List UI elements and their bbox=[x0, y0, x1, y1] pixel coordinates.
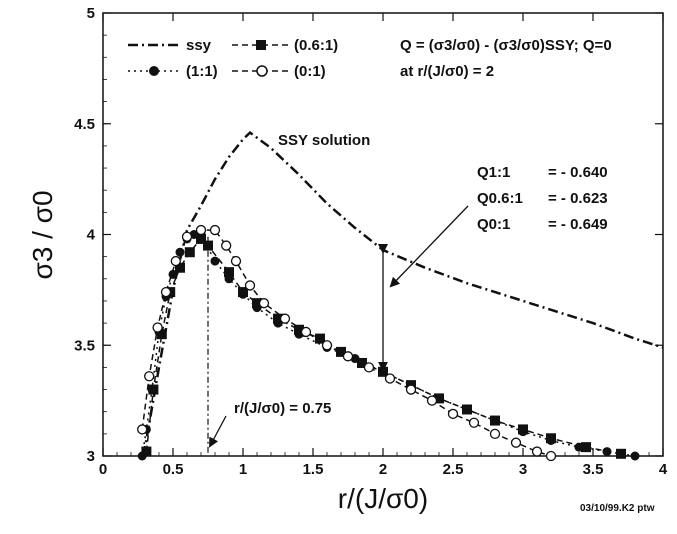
data-point-0-1 bbox=[160, 286, 172, 298]
data-point-0-1 bbox=[181, 231, 193, 242]
data-point-0-1 bbox=[244, 280, 256, 291]
data-point-0-1 bbox=[545, 450, 557, 462]
q-pointer-arrow bbox=[389, 205, 469, 288]
q-value-0.6-1: = - 0.623 bbox=[548, 190, 608, 207]
q-value-label-1-1: Q1:1 bbox=[477, 164, 510, 181]
data-point-0-6-1 bbox=[518, 424, 528, 435]
data-point-0-6-1 bbox=[196, 233, 206, 244]
data-point-0-1 bbox=[221, 240, 232, 251]
credit-label: 03/10/99.K2 ptw bbox=[580, 503, 655, 514]
q-value-1-1: = - 0.640 bbox=[548, 164, 608, 181]
series-line-ssy bbox=[142, 130, 664, 457]
q-value-label-0.6-1: Q0.6:1 bbox=[477, 190, 523, 207]
data-point-0-6-1 bbox=[616, 448, 626, 459]
data-point-0-6-1 bbox=[175, 262, 185, 273]
q-value-0-1: = - 0.649 bbox=[548, 216, 608, 233]
q-definition: Q = (σ3/σ0) - (σ3/σ0)SSY; Q=0 bbox=[400, 37, 612, 54]
data-point-0-6-1 bbox=[148, 384, 159, 395]
y-tick-label: 3.5 bbox=[74, 337, 95, 354]
data-point-0-1 bbox=[152, 322, 163, 333]
data-point-0-6-1 bbox=[490, 415, 500, 426]
data-point-0-1 bbox=[342, 351, 354, 362]
data-point-0-6-1 bbox=[434, 393, 444, 404]
q-values: Q1:1 = - 0.640 Q0.6:1 = - 0.623 Q0:1 = -… bbox=[477, 164, 608, 233]
x-axis-title: r/(J/σ0) bbox=[338, 483, 428, 514]
data-point-0-1 bbox=[384, 373, 396, 384]
x-tick-label: 3.5 bbox=[583, 461, 604, 478]
data-point-0-6-1 bbox=[315, 333, 325, 344]
legend: ssy (0.6:1) (1:1) (0:1) bbox=[128, 37, 338, 80]
data-point-0-1 bbox=[137, 424, 148, 435]
x-tick-label: 2 bbox=[379, 461, 387, 478]
data-point-0-1 bbox=[489, 428, 501, 440]
data-point-0-1 bbox=[426, 395, 438, 406]
x-tick-label: 0.5 bbox=[163, 461, 184, 478]
y-axis-title: σ3 / σ0 bbox=[27, 190, 58, 279]
q-location: at r/(J/σ0) = 2 bbox=[400, 63, 494, 80]
data-point-1-1 bbox=[630, 451, 640, 461]
legend-marker-1-1 bbox=[149, 66, 159, 76]
series-line-0-1 bbox=[141, 229, 552, 457]
legend-label-ssy: ssy bbox=[186, 37, 212, 54]
y-tick-label: 3 bbox=[87, 448, 95, 465]
data-point-0-1 bbox=[279, 313, 291, 324]
data-point-0-6-1 bbox=[462, 404, 472, 415]
data-point-0-6-1 bbox=[336, 346, 346, 357]
ssy-solution-label: SSY solution bbox=[278, 132, 370, 149]
series-line-1-1 bbox=[141, 233, 636, 457]
arrow-layer bbox=[207, 131, 469, 456]
y-tick-label: 4 bbox=[87, 227, 96, 244]
data-point-0-1 bbox=[209, 224, 221, 236]
data-point-0-6-1 bbox=[224, 267, 234, 278]
data-point-0-6-1 bbox=[581, 442, 591, 453]
data-point-0-1 bbox=[170, 255, 181, 267]
x-tick-label: 2.5 bbox=[443, 461, 464, 478]
data-point-0-1 bbox=[144, 371, 155, 382]
legend-marker-0-1 bbox=[256, 65, 268, 77]
data-point-0-6-1 bbox=[252, 298, 262, 309]
data-point-0-1 bbox=[363, 362, 375, 373]
data-point-1-1 bbox=[210, 256, 220, 266]
data-point-0-1 bbox=[195, 224, 207, 236]
x-tick-label: 0 bbox=[99, 461, 107, 478]
legend-label-0.6-1: (0.6:1) bbox=[294, 37, 338, 54]
y-tick-label: 5 bbox=[87, 5, 95, 22]
r-marker-label: r/(J/σ0) = 0.75 bbox=[234, 400, 331, 417]
data-point-0-6-1 bbox=[203, 240, 213, 251]
q-value-label-0-1: Q0:1 bbox=[477, 216, 510, 233]
data-point-0-6-1 bbox=[273, 313, 283, 324]
data-point-0-6-1 bbox=[294, 324, 304, 335]
axes-layer: 0 0.5 1 1.5 2 2.5 3 3.5 4 3 3.5 4 4.5 5 bbox=[74, 5, 668, 478]
data-point-0-1 bbox=[531, 446, 543, 457]
data-point-0-6-1 bbox=[378, 366, 388, 377]
data-point-0-6-1 bbox=[156, 329, 167, 340]
legend-label-1-1: (1:1) bbox=[186, 63, 218, 80]
x-tick-label: 1 bbox=[239, 461, 247, 478]
x-tick-label: 4 bbox=[659, 461, 668, 478]
data-point-0-1 bbox=[300, 326, 312, 338]
data-point-0-1 bbox=[230, 255, 242, 267]
series-line-0-6-1 bbox=[145, 237, 622, 455]
legend-label-0-1: (0:1) bbox=[294, 63, 326, 80]
data-point-0-1 bbox=[510, 437, 522, 448]
series-layer bbox=[137, 130, 664, 462]
data-point-0-1 bbox=[447, 408, 459, 420]
y-tick-label: 4.5 bbox=[74, 116, 95, 133]
legend-marker-0.6-1 bbox=[256, 40, 266, 50]
r-marker-arrow bbox=[209, 415, 227, 448]
data-point-0-6-1 bbox=[546, 433, 556, 444]
data-point-0-1 bbox=[321, 340, 333, 351]
x-tick-label: 3 bbox=[519, 461, 527, 478]
data-point-0-6-1 bbox=[141, 446, 152, 457]
data-point-0-6-1 bbox=[184, 247, 195, 258]
data-point-0-1 bbox=[405, 384, 417, 395]
data-point-0-6-1 bbox=[238, 287, 248, 298]
data-point-0-1 bbox=[468, 417, 480, 428]
x-tick-label: 1.5 bbox=[303, 461, 324, 478]
ssy-label-connector bbox=[256, 131, 274, 139]
data-point-0-1 bbox=[258, 298, 270, 309]
